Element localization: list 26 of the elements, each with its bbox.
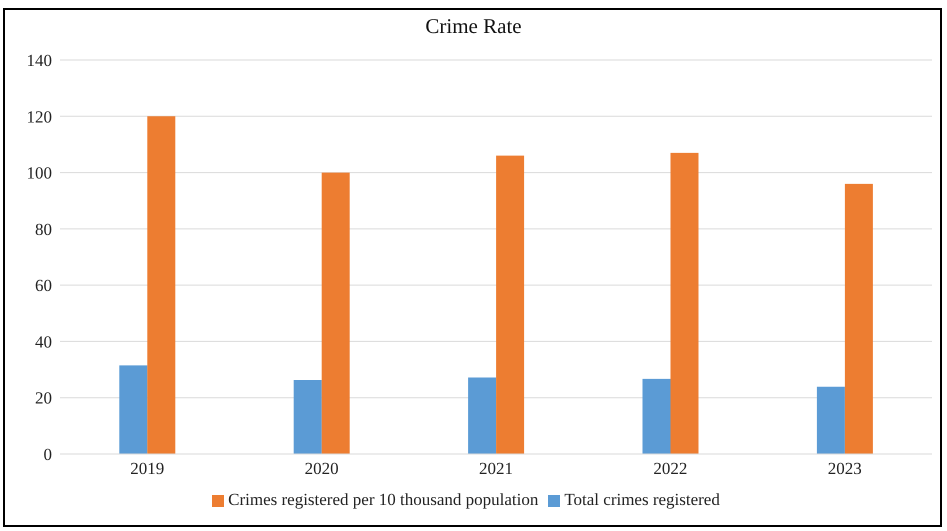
x-tick-label: 2021 bbox=[479, 459, 513, 478]
y-tick-label: 40 bbox=[35, 332, 52, 352]
y-tick-label: 0 bbox=[44, 445, 52, 464]
y-tick-label: 140 bbox=[26, 51, 52, 70]
bar bbox=[147, 116, 176, 454]
legend-label: Crimes registered per 10 thousand population bbox=[228, 490, 538, 509]
x-tick-label: 2023 bbox=[828, 459, 862, 478]
bar bbox=[496, 156, 524, 454]
y-tick-label: 60 bbox=[35, 276, 52, 296]
y-tick-label: 120 bbox=[26, 107, 52, 126]
legend-label: Total crimes registered bbox=[564, 490, 720, 509]
y-tick-label: 100 bbox=[26, 164, 52, 183]
x-tick-label: 2019 bbox=[130, 459, 164, 478]
bar bbox=[322, 172, 350, 454]
bar bbox=[642, 378, 670, 454]
y-tick-label: 80 bbox=[35, 220, 52, 239]
x-tick-label: 2022 bbox=[653, 459, 688, 478]
x-tick-label: 2020 bbox=[304, 459, 339, 478]
bar bbox=[844, 184, 873, 454]
bar bbox=[670, 152, 698, 454]
chart-title: Crime Rate bbox=[424, 14, 523, 39]
bar bbox=[119, 365, 148, 454]
bar bbox=[468, 377, 496, 454]
bar bbox=[294, 380, 322, 454]
bar bbox=[816, 386, 845, 454]
y-tick-label: 20 bbox=[35, 388, 52, 408]
